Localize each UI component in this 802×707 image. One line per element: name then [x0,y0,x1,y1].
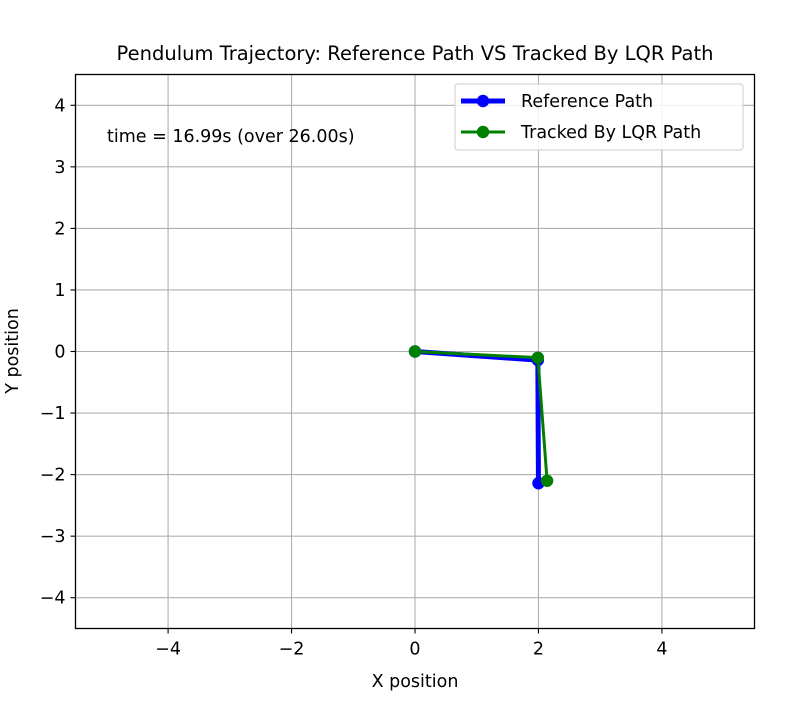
series-2-point [408,345,422,358]
chart-title: Pendulum Trajectory: Reference Path VS T… [117,42,714,65]
time-annotation: time = 16.99s (over 26.00s) [107,127,355,147]
y-tick-label: 3 [54,158,65,178]
x-tick-label: 0 [409,640,420,660]
legend-marker-2 [476,125,490,139]
y-tick-label: 1 [54,281,65,301]
series-line-2 [414,350,549,481]
legend-marker-1 [476,94,490,108]
series-2-point [540,474,554,487]
plot-series [408,345,554,490]
y-tick-label: −2 [40,466,66,486]
y-axis-label: Y position [3,308,23,395]
y-tick-label: 2 [54,219,65,239]
series-line-1 [414,349,541,484]
y-tick-label: 4 [54,96,65,116]
y-tick-label: −3 [40,527,66,547]
legend: Reference Path Tracked By LQR Path [454,83,744,151]
x-tick-label: 4 [656,640,667,660]
legend-label-1: Reference Path [521,92,653,112]
y-tick-label: 0 [54,343,65,363]
y-tick-label: −1 [40,404,66,424]
y-tick-label: −4 [40,589,66,609]
x-tick-label: −2 [279,640,305,660]
axis-ticks: −4 −2 0 2 4 −4 −3 −2 −1 0 1 2 3 4 [40,96,668,659]
series-2-point [531,351,545,364]
x-tick-label: −4 [155,640,181,660]
x-tick-label: 2 [533,640,544,660]
legend-box [454,83,744,151]
x-axis-label: X position [372,672,459,692]
legend-label-2: Tracked By LQR Path [520,123,701,143]
